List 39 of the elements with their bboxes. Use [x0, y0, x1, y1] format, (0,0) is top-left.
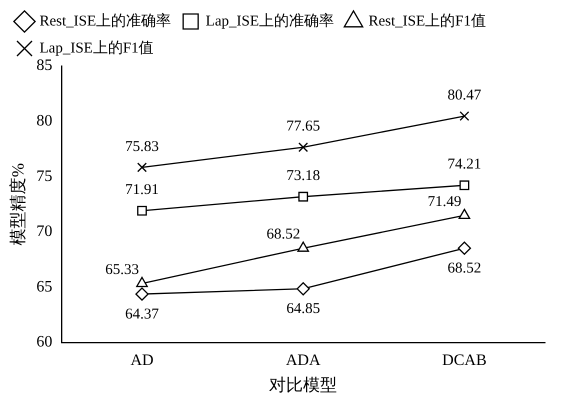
legend-label: Rest_ISE上的准确率: [40, 12, 172, 30]
data-label: 74.21: [448, 156, 482, 173]
x-tick-label: ADA: [286, 352, 321, 370]
y-tick-label: 70: [36, 223, 52, 240]
point: [137, 206, 147, 216]
y-axis-title: 模型精度%: [8, 163, 28, 246]
y-tick-label: 85: [36, 57, 52, 74]
x-tick-label: AD: [130, 352, 154, 370]
data-label: 68.52: [266, 226, 300, 243]
legend-label: Lap_ISE上的F1值: [40, 39, 154, 56]
data-label: 75.83: [125, 138, 159, 155]
data-label: 64.37: [125, 306, 160, 323]
x-axis-title: 对比模型: [269, 375, 338, 394]
legend-label: Rest_ISE上的F1值: [368, 12, 486, 30]
y-tick-label: 80: [36, 112, 52, 130]
point: [298, 142, 308, 152]
legend-label: Lap_ISE上的准确率: [206, 12, 334, 30]
data-label: 65.33: [105, 262, 139, 278]
point: [297, 242, 310, 252]
point: [458, 242, 472, 255]
data-label: 71.91: [125, 182, 159, 198]
point: [136, 276, 148, 288]
data-label: 73.18: [286, 168, 320, 184]
point: [135, 287, 149, 301]
y-tick-label: 65: [36, 278, 52, 296]
data-label: 68.52: [448, 260, 482, 277]
point: [137, 162, 147, 172]
point: [460, 180, 470, 190]
data-label: 77.65: [286, 118, 320, 135]
point: [458, 208, 470, 220]
x-tick-label: DCAB: [442, 352, 487, 370]
point: [296, 282, 310, 296]
y-tick-label: 75: [36, 168, 52, 185]
data-label: 64.85: [286, 301, 320, 318]
point: [298, 192, 308, 202]
y-tick-label: 60: [36, 334, 52, 351]
data-label: 80.47: [448, 88, 482, 104]
point: [460, 111, 470, 121]
data-label: 71.49: [428, 194, 462, 210]
